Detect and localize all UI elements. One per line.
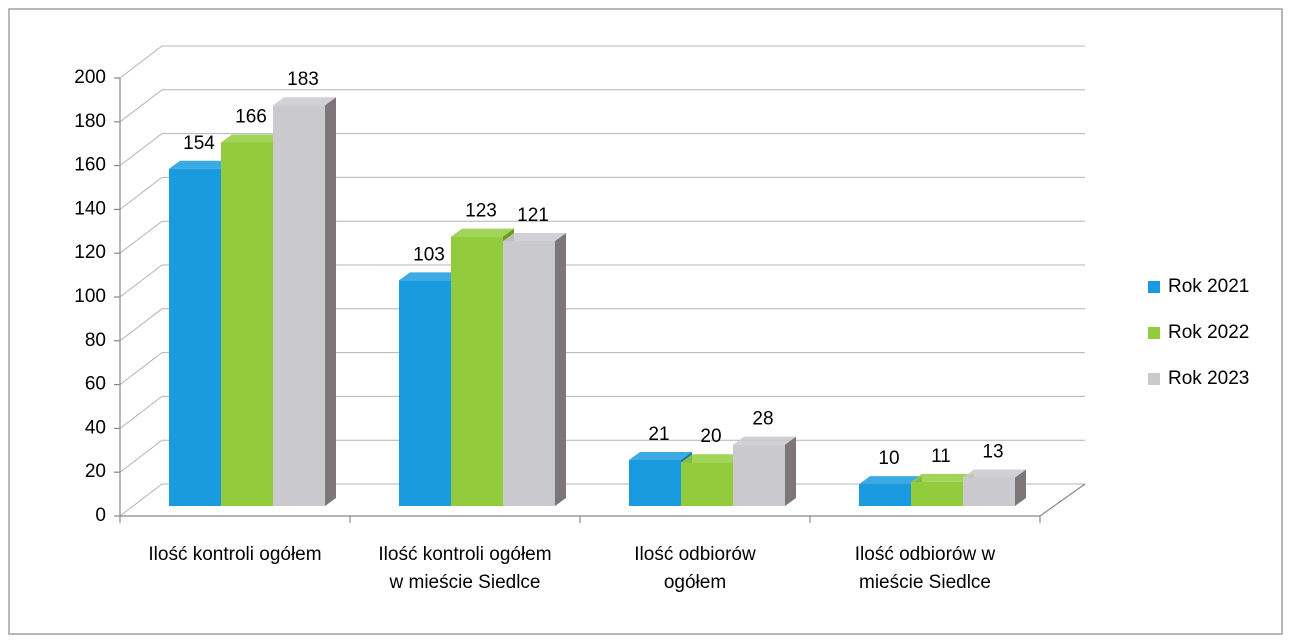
grid-line — [119, 352, 1085, 385]
legend-swatch — [1148, 373, 1160, 385]
bar-front — [963, 477, 1015, 506]
grid-line — [119, 89, 1085, 123]
grid-line — [119, 176, 1085, 210]
data-label: 21 — [648, 424, 669, 445]
bar-front — [911, 481, 963, 506]
y-tick-label: 60 — [85, 374, 106, 395]
data-label: 103 — [413, 244, 445, 265]
y-tick-label: 160 — [74, 155, 106, 176]
bar-front — [451, 236, 503, 506]
bar-top — [733, 436, 796, 445]
bar-front — [399, 280, 451, 506]
y-tick-label: 40 — [85, 417, 106, 438]
bar-front — [859, 484, 911, 506]
data-label: 183 — [287, 69, 319, 90]
x-tick-label: Ilość kontroli ogółem — [148, 544, 321, 565]
bar-top — [503, 233, 566, 242]
bar-top — [221, 134, 284, 143]
bar-front — [169, 168, 221, 507]
x-tick-label: Ilość odbiorów w mieście Siedlce — [855, 544, 996, 593]
data-label: 154 — [183, 133, 215, 154]
bar — [503, 233, 566, 506]
grid-line — [119, 308, 1085, 342]
bar-top — [169, 160, 232, 169]
bar-side — [555, 233, 566, 506]
data-label: 123 — [465, 201, 497, 222]
y-tick-label: 200 — [74, 67, 106, 88]
bar-front — [733, 444, 785, 506]
bar — [733, 436, 796, 506]
bar-top — [963, 469, 1026, 478]
data-label: 20 — [700, 426, 721, 447]
bar-top — [681, 454, 744, 463]
y-tick-label: 0 — [95, 505, 106, 526]
bar-front — [221, 142, 273, 506]
bar-top — [859, 476, 922, 485]
legend-label: Rok 2021 — [1168, 276, 1249, 297]
bar — [963, 469, 1026, 506]
legend-swatch — [1148, 327, 1160, 339]
grid-line — [119, 220, 1085, 254]
y-tick-label: 140 — [74, 198, 106, 219]
y-tick-label: 180 — [74, 111, 106, 132]
y-tick-label: 20 — [85, 461, 106, 482]
data-label: 121 — [517, 205, 549, 226]
chart-border — [8, 8, 1283, 635]
bar-side — [325, 97, 336, 506]
bar — [273, 97, 336, 506]
bar-side — [785, 436, 796, 506]
x-tick-label: Ilość kontroli ogółem w mieście Siedlce — [378, 544, 551, 593]
y-tick-label: 80 — [85, 330, 106, 351]
bar-top — [273, 97, 336, 106]
bar-front — [273, 105, 325, 506]
data-label: 28 — [752, 409, 773, 430]
bar-top — [911, 473, 974, 482]
bar-top — [451, 228, 514, 237]
grid-line — [119, 395, 1085, 429]
legend-label: Rok 2022 — [1168, 322, 1249, 343]
bar-front — [681, 462, 733, 506]
data-label: 10 — [878, 448, 899, 469]
y-tick-label: 100 — [74, 286, 106, 307]
bar-front — [629, 460, 681, 506]
bar-top — [399, 272, 462, 281]
data-label: 166 — [235, 106, 267, 127]
data-label: 13 — [982, 442, 1003, 463]
bar-side — [1015, 469, 1026, 506]
y-tick-label: 120 — [74, 242, 106, 263]
legend-swatch — [1148, 281, 1160, 293]
bar — [399, 272, 462, 506]
grid-line — [119, 133, 1085, 166]
bar-top — [629, 452, 692, 461]
data-label: 11 — [931, 446, 951, 467]
grid-line — [119, 45, 1085, 79]
legend-label: Rok 2023 — [1168, 368, 1249, 389]
bar-front — [503, 241, 555, 506]
grid-line — [119, 264, 1085, 298]
x-tick-label: Ilość odbiorów ogółem — [634, 544, 756, 593]
